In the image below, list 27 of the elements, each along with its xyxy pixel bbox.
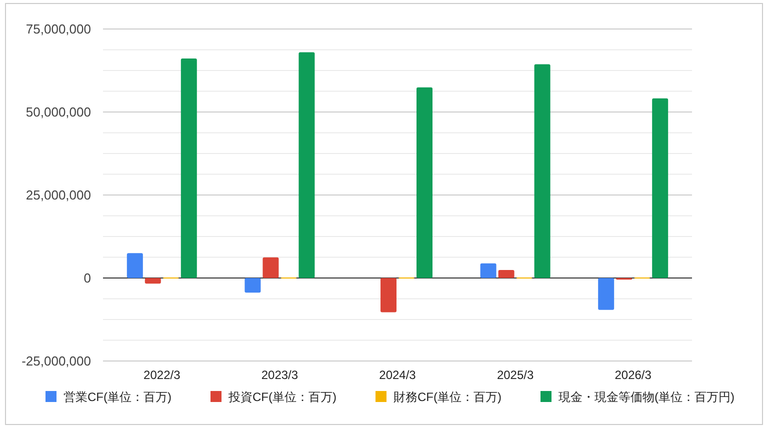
bar bbox=[180, 58, 197, 278]
legend-label: 財務CF(単位：百万) bbox=[394, 390, 502, 404]
bar bbox=[244, 278, 261, 293]
bar bbox=[298, 52, 315, 278]
bar bbox=[498, 270, 514, 278]
x-tick-label: 2026/3 bbox=[614, 368, 652, 382]
bar bbox=[416, 87, 432, 278]
legend-label: 現金・現金等価物(単位：百万円) bbox=[558, 390, 734, 404]
x-tick-label: 2023/3 bbox=[261, 368, 298, 382]
bar bbox=[598, 278, 614, 310]
y-tick-label: 50,000,000 bbox=[26, 104, 91, 120]
bar bbox=[262, 257, 279, 278]
legend-label: 投資CF(単位：百万) bbox=[228, 390, 336, 404]
y-tick-label: 0 bbox=[84, 270, 91, 286]
bar bbox=[126, 253, 143, 278]
legend-label: 営業CF(単位：百万) bbox=[64, 390, 172, 404]
bar bbox=[144, 278, 161, 284]
y-tick-label: 75,000,000 bbox=[26, 22, 91, 37]
bar bbox=[480, 263, 496, 278]
bar bbox=[534, 64, 550, 278]
x-tick-label: 2025/3 bbox=[496, 368, 534, 382]
y-tick-label: 25,000,000 bbox=[26, 188, 91, 203]
x-tick-label: 2024/3 bbox=[379, 368, 416, 382]
y-tick-label: -25,000,000 bbox=[22, 354, 91, 369]
bar bbox=[380, 278, 396, 312]
bar bbox=[652, 98, 668, 278]
x-tick-label: 2022/3 bbox=[144, 368, 181, 382]
